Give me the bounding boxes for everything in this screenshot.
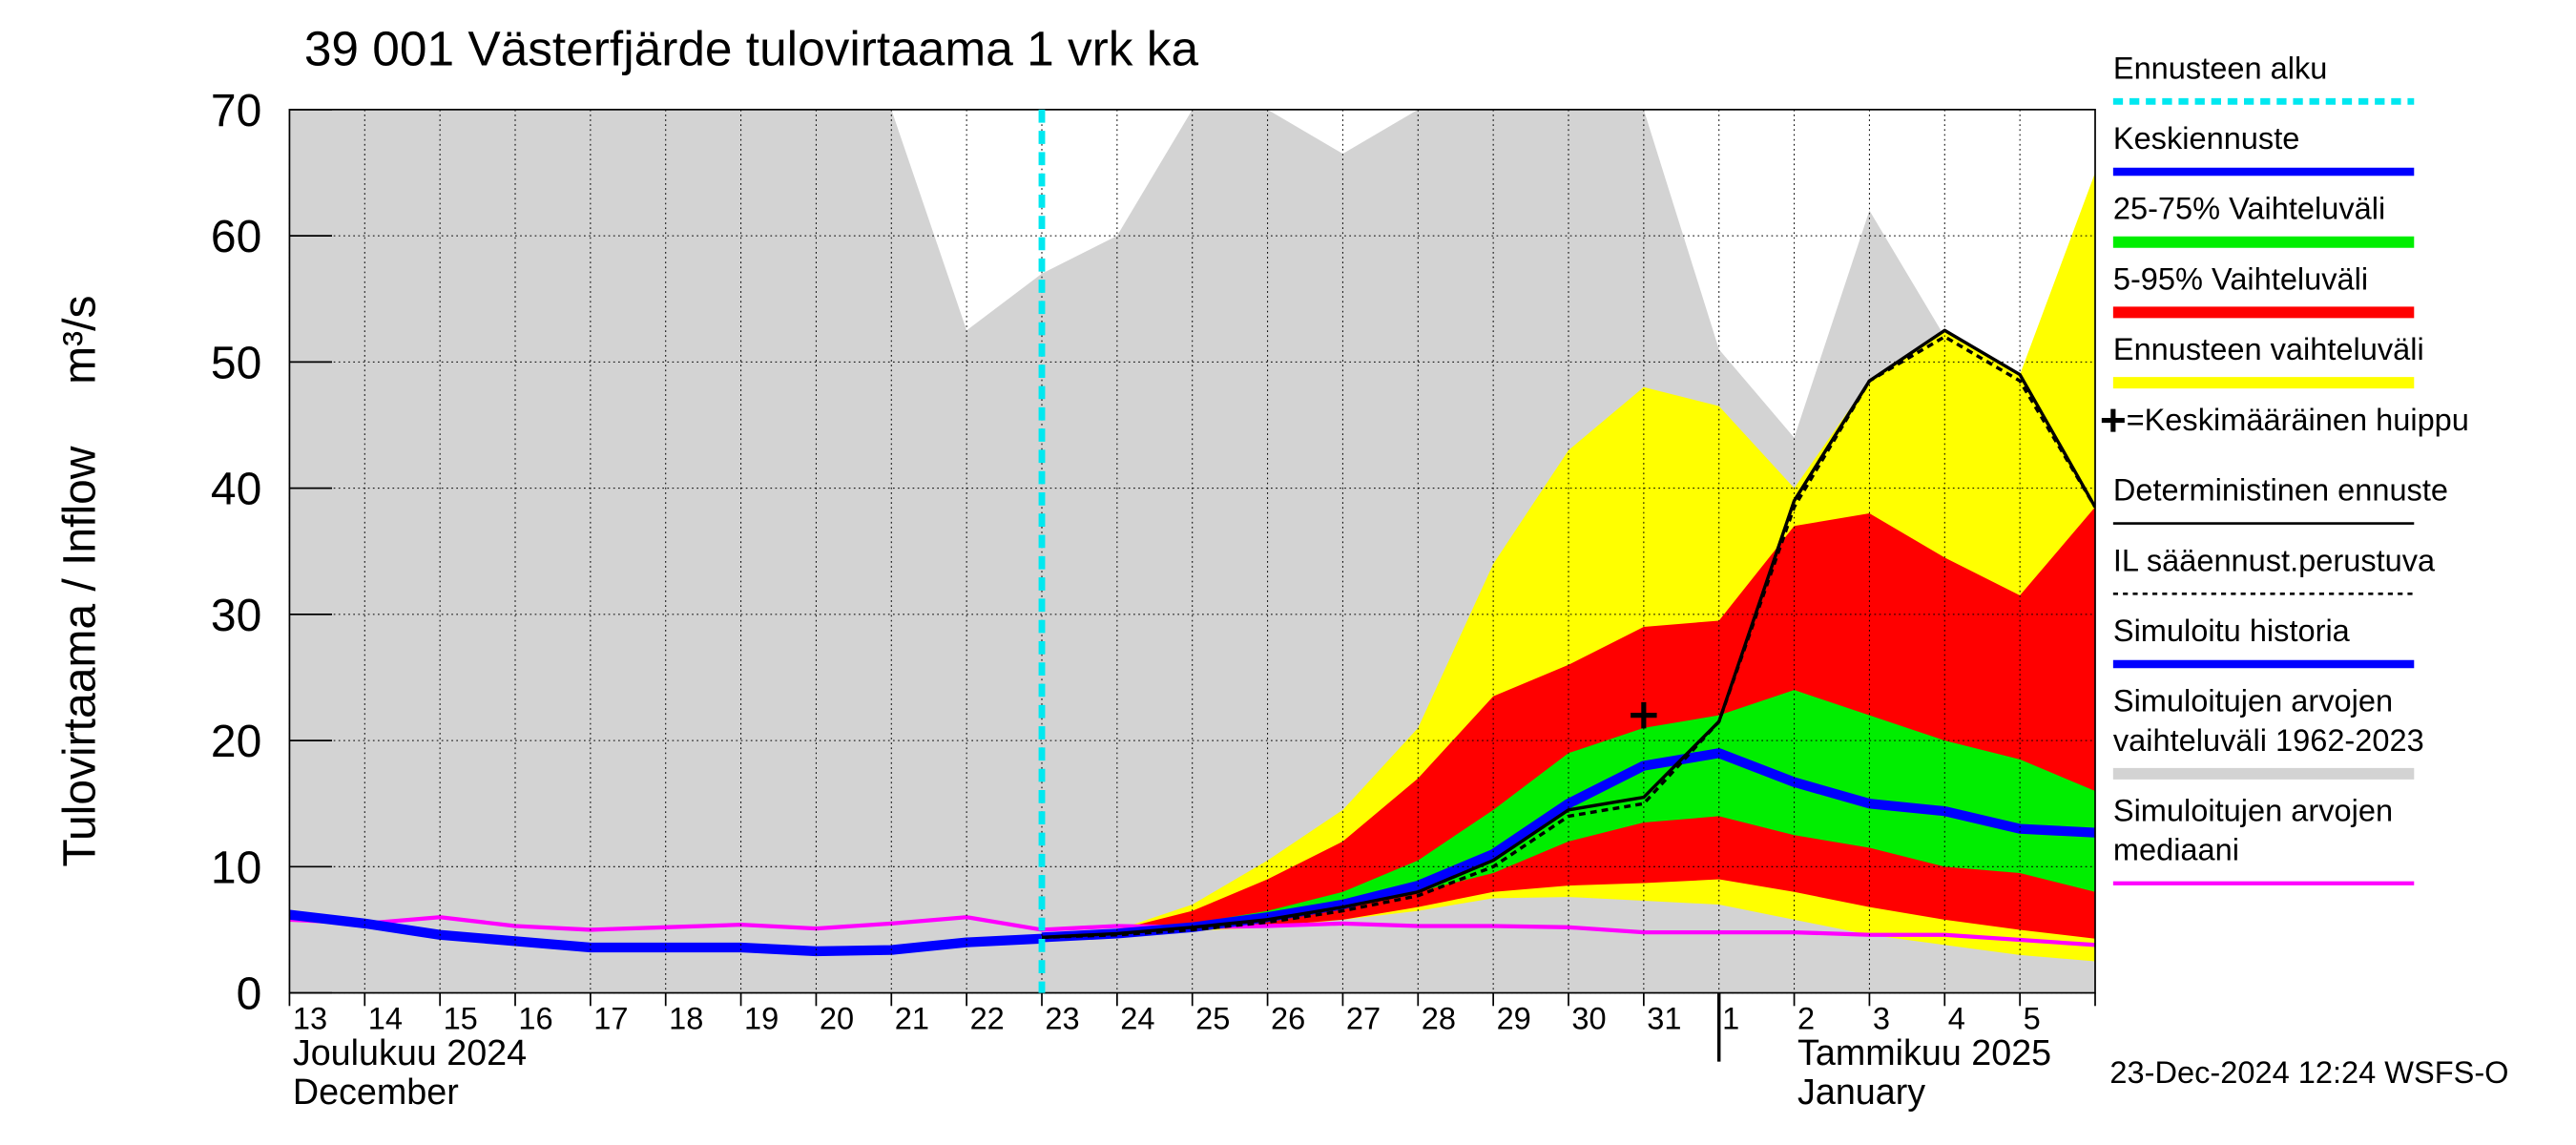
legend-label: Simuloitujen arvojen vaihteluväli 1962-20…: [2113, 684, 2424, 758]
timestamp: 23-Dec-2024 12:24 WSFS-O: [2109, 1055, 2508, 1090]
x-tick-label: 3: [1873, 1001, 1890, 1035]
x-tick-label: 4: [1948, 1001, 1965, 1035]
x-tick-label: 18: [669, 1001, 703, 1035]
x-tick-label: 20: [820, 1001, 854, 1035]
y-axis-title: Tulovirtaama / Inflow: [54, 446, 105, 866]
legend-label: 25-75% Vaihteluväli: [2113, 192, 2385, 226]
legend-label: Keskiennuste: [2113, 121, 2300, 156]
x-tick-label: 29: [1497, 1001, 1531, 1035]
legend-label: Ennusteen vaihteluväli: [2113, 332, 2424, 366]
chart-title: 39 001 Västerfjärde tulovirtaama 1 vrk k…: [304, 21, 1199, 76]
series-line: [1041, 328, 2095, 940]
x-tick-label: 19: [744, 1001, 779, 1035]
x-tick-label: 13: [293, 1001, 327, 1035]
month-label-en: December: [293, 1072, 459, 1112]
legend-line: Simuloitujen arvojen: [2113, 684, 2393, 718]
legend-line: Deterministinen ennuste: [2113, 473, 2448, 508]
legend-line: 5-95% Vaihteluväli: [2113, 261, 2368, 296]
legend-line: Ennusteen vaihteluväli: [2113, 332, 2424, 366]
x-tick-label: 25: [1195, 1001, 1230, 1035]
x-tick-label: 1: [1722, 1001, 1739, 1035]
legend-label: Ennusteen alku: [2113, 51, 2328, 85]
x-tick-label: 30: [1571, 1001, 1606, 1035]
month-label: Joulukuu 2024: [293, 1032, 527, 1072]
x-tick-label: 21: [895, 1001, 929, 1035]
month-label: Tammikuu 2025: [1797, 1032, 2051, 1072]
legend-label: IL sääennust.perustuva: [2113, 543, 2436, 577]
legend-line: IL sääennust.perustuva: [2113, 543, 2436, 577]
legend-line: 25-75% Vaihteluväli: [2113, 192, 2385, 226]
y-tick-label: 0: [237, 969, 262, 1020]
x-tick-label: 24: [1120, 1001, 1154, 1035]
y-tick-label: 50: [211, 338, 261, 388]
y-tick-label: 30: [211, 591, 261, 641]
legend-line: vaihteluväli 1962-2023: [2113, 723, 2424, 758]
y-tick-label: 70: [211, 86, 261, 136]
legend-label: 5-95% Vaihteluväli: [2113, 261, 2368, 296]
y-tick-label: 20: [211, 717, 261, 767]
x-tick-label: 26: [1271, 1001, 1305, 1035]
x-tick-label: 14: [368, 1001, 403, 1035]
x-tick-label: 17: [593, 1001, 628, 1035]
y-tick-label: 10: [211, 843, 261, 893]
x-tick-label: 15: [444, 1001, 478, 1035]
legend-line: mediaani: [2113, 833, 2239, 867]
legend-label: Simuloitujen arvojen mediaani: [2113, 794, 2393, 867]
legend-label: Simuloitu historia: [2113, 614, 2351, 648]
x-tick-label: 16: [518, 1001, 552, 1035]
x-tick-label: 23: [1045, 1001, 1079, 1035]
legend-line: Keskiennuste: [2113, 121, 2300, 156]
legend-line: Simuloitujen arvojen: [2113, 794, 2393, 828]
legend-line: Ennusteen alku: [2113, 51, 2328, 85]
legend-label: Deterministinen ennuste: [2113, 473, 2448, 508]
x-tick-label: 2: [1797, 1001, 1815, 1035]
y-axis-unit: m³/s: [54, 296, 105, 385]
y-tick-label: 40: [211, 465, 261, 515]
legend-line: =Keskimääräinen huippu: [2127, 403, 2469, 437]
x-tick-label: 22: [970, 1001, 1005, 1035]
x-tick-label: 27: [1346, 1001, 1381, 1035]
series-line: [289, 909, 1043, 957]
x-tick-label: 28: [1422, 1001, 1456, 1035]
peak-marker: [1631, 701, 1657, 729]
legend-label: =Keskimääräinen huippu: [2127, 403, 2469, 437]
x-tick-label: 5: [2024, 1001, 2041, 1035]
legend-line: Simuloitu historia: [2113, 614, 2351, 648]
month-label-en: January: [1797, 1072, 1925, 1112]
legend-peak: [2101, 408, 2125, 432]
forecast-band: [1042, 690, 2095, 937]
x-tick-label: 31: [1647, 1001, 1681, 1035]
y-tick-label: 60: [211, 212, 261, 262]
